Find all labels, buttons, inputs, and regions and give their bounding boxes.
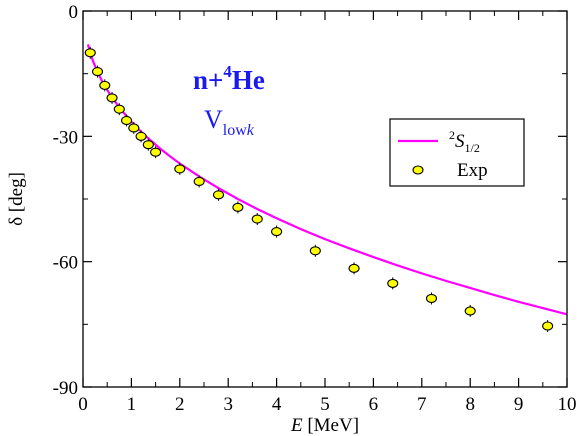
exp-point (128, 123, 140, 133)
legend-point-swatch (412, 165, 424, 175)
x-tick-label: 7 (417, 394, 427, 415)
x-tick-label: 5 (320, 394, 330, 415)
y-tick-label: -60 (53, 253, 78, 274)
exp-point (121, 115, 133, 126)
legend-entry-model: 2S1/2 (449, 128, 480, 155)
exp-point (387, 278, 399, 288)
legend-entry-model-main: S (455, 131, 465, 152)
y-tick-label: 0 (69, 2, 79, 23)
exp-point (271, 227, 283, 237)
x-tick-label: 0 (78, 394, 88, 415)
exp-point (348, 263, 360, 273)
plot-marks (84, 44, 568, 333)
x-axis-label-variable: E (290, 415, 303, 436)
x-tick-label: 10 (558, 394, 577, 415)
exp-point (251, 214, 263, 224)
exp-point (84, 48, 96, 58)
x-tick-label: 9 (514, 394, 524, 415)
exp-point (99, 80, 111, 90)
exp-point (142, 140, 154, 150)
exp-point (212, 190, 225, 200)
exp-point (193, 176, 205, 187)
x-tick-label: 3 (223, 394, 233, 415)
exp-point (135, 131, 147, 141)
x-tick-label: 4 (272, 394, 282, 415)
exp-point (309, 246, 321, 256)
reaction-annotation-sup: 4 (223, 62, 232, 81)
exp-point (106, 93, 118, 103)
potential-annotation-main: V (204, 105, 223, 134)
potential-annotation-sub-italic: k (247, 122, 255, 139)
potential-annotation: Vlowk (204, 105, 255, 139)
exp-point (150, 147, 162, 157)
x-tick-label: 2 (175, 394, 185, 415)
exp-point (91, 67, 104, 77)
exp-point (542, 321, 554, 331)
legend-entry-model-sub: 1/2 (465, 141, 480, 155)
exp-point (464, 306, 476, 316)
exp-point (425, 293, 438, 303)
reaction-annotation-end: He (232, 65, 265, 95)
reaction-annotation: n+4He (193, 62, 265, 95)
legend-box (389, 118, 525, 187)
y-tick-label: -90 (53, 378, 78, 399)
legend: 2S1/2 Exp (389, 118, 525, 187)
potential-annotation-sub: low (223, 122, 247, 139)
y-tick-label: -30 (53, 127, 78, 148)
x-axis-label: E [MeV] (290, 415, 359, 436)
x-tick-label: 8 (465, 394, 475, 415)
y-axis-label: δ [deg] (6, 172, 27, 226)
x-tick-label: 1 (127, 394, 137, 415)
legend-entry-exp: Exp (457, 160, 488, 181)
x-axis-label-unit: [MeV] (303, 415, 359, 436)
exp-point (174, 164, 186, 174)
legend-entry-model-sup: 2 (449, 128, 455, 142)
exp-point (232, 202, 244, 212)
axes: 0 1 2 3 4 5 6 7 8 9 10 0 -30 -60 -90 (53, 2, 577, 415)
x-tick-label: 6 (369, 394, 379, 415)
reaction-annotation-base: n+ (193, 65, 223, 95)
exp-point (113, 104, 125, 114)
